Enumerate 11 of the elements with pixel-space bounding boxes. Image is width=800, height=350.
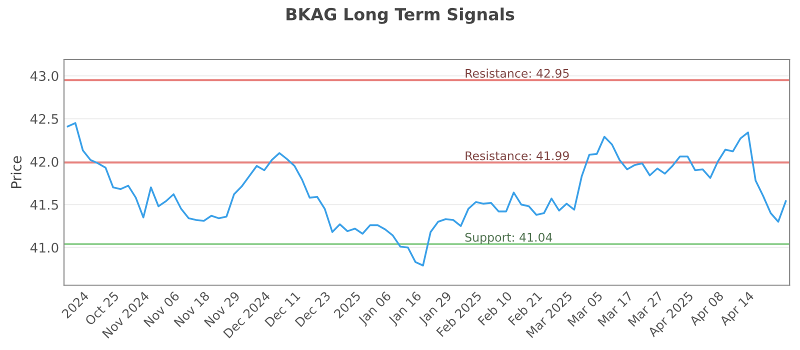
y-tick-label: 43.0	[30, 71, 58, 82]
y-tick-label: 42.5	[30, 114, 58, 124]
ref-line-label: Support: 41.04	[465, 232, 552, 244]
ref-line-label: Resistance: 42.95	[466, 68, 569, 78]
ref-line-label: Resistance: 41.99	[466, 151, 569, 160]
y-tick-label: 41.5	[30, 200, 58, 210]
y-tick-label: 42.0	[30, 156, 58, 167]
line-series	[66, 122, 787, 266]
chart-title: BKAG Long Term Signals	[286, 8, 514, 24]
y-tick-label: 41.0	[30, 242, 58, 253]
y-axis-title: Price	[10, 156, 22, 188]
